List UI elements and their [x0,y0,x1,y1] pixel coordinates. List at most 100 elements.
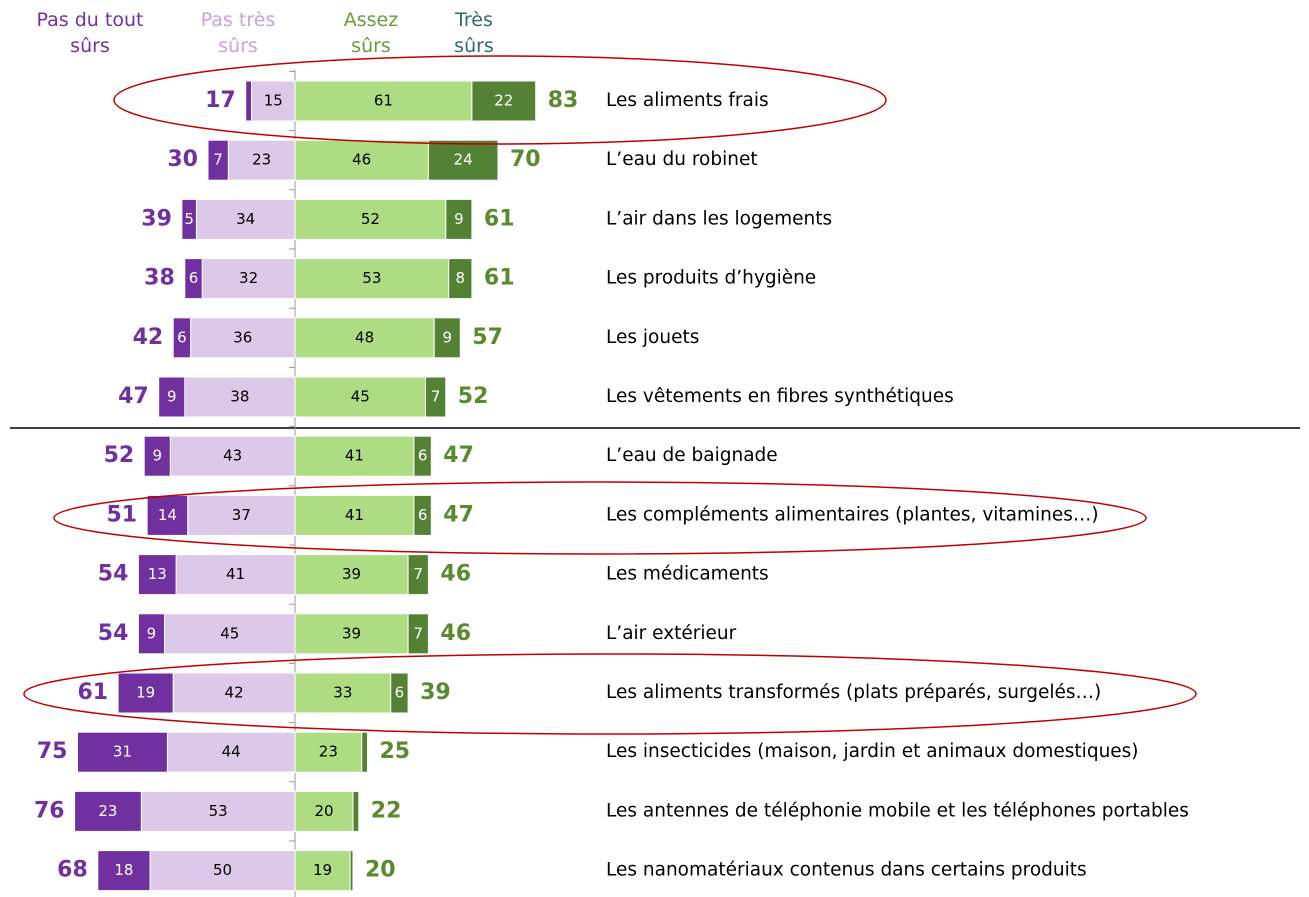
left-total: 38 [144,266,175,291]
right-total: 20 [365,858,396,883]
bar-segment [413,435,432,477]
bar-segment [352,790,360,832]
legend-label: Très sûrs [454,9,494,57]
right-total: 46 [440,621,471,646]
category-label: Les aliments frais [606,90,769,111]
bar-segment [137,554,177,596]
segment-label: 13 [148,565,167,583]
right-total: 47 [443,502,474,527]
bar-segment [294,494,415,536]
bar-segment [245,80,252,122]
bar-segment [251,80,296,122]
segment-label: 39 [342,565,361,583]
right-total: 47 [443,443,474,468]
bar-segment [207,139,229,181]
segment-label: 39 [342,624,361,642]
legend-label: Pas très sûrs [201,9,276,57]
right-total: 39 [420,680,451,705]
right-total: 57 [472,325,503,350]
left-total: 54 [98,562,129,587]
segment-label: 41 [226,565,245,583]
segment-label: 9 [147,624,157,642]
segment-label: 46 [352,151,371,169]
category-label: Les nanomatériaux contenus dans certains… [606,860,1087,881]
segment-label: 7 [413,624,423,642]
segment-label: 36 [233,328,252,346]
bar-segment [187,494,296,536]
segment-label: 6 [418,447,428,465]
left-total: 39 [141,206,172,231]
segment-label: 24 [454,151,473,169]
bar-segment [407,613,429,655]
highlight-ellipse [53,481,1147,555]
category-label: Les vêtements en fibres synthétiques [606,386,954,407]
bar-segment [77,731,168,773]
bar-segment [445,198,473,240]
bar-segment [407,554,429,596]
bars: 15 61 22 17 83 Les aliments frais 23 7 46 24 30 70 L… [34,70,1189,892]
segment-label: 38 [230,388,249,406]
segment-label: 41 [345,506,364,524]
segment-label: 19 [136,684,155,702]
bar-segment [97,850,151,892]
bar-segment [169,435,296,477]
bar-segment [74,790,142,832]
segment-label: 6 [395,684,405,702]
segment-label: 9 [442,328,452,346]
bar-segment [164,613,296,655]
left-total: 54 [98,621,129,646]
left-total: 61 [77,680,108,705]
bar-segment [201,258,296,300]
left-total: 30 [167,147,198,172]
segment-label: 5 [184,210,194,228]
segment-label: 6 [177,328,187,346]
category-label: L’eau du robinet [606,149,758,170]
bar-segment [294,317,435,359]
highlight-ellipse [113,55,887,145]
category-label: Les compléments alimentaires (plantes, v… [606,504,1099,525]
bar-segment [349,850,354,892]
segment-label: 32 [239,269,258,287]
segment-label: 7 [213,151,223,169]
bar-segment [413,494,432,536]
bar-segment [117,672,174,714]
bar-segment [427,139,499,181]
left-total: 52 [104,443,135,468]
category-label: L’air extérieur [606,623,737,644]
bar-segment [294,376,426,418]
segment-label: 9 [167,388,177,406]
category-label: Les médicaments [606,564,769,585]
right-total: 25 [380,739,411,764]
left-total: 17 [205,88,236,113]
bar-segment [294,672,392,714]
bar-segment [137,613,165,655]
category-label: Les jouets [606,327,699,348]
segment-label: 41 [345,447,364,465]
category-label: Les produits d’hygiène [606,268,816,289]
segment-label: 14 [158,506,177,524]
segment-label: 43 [223,447,242,465]
right-total: 61 [484,266,515,291]
segment-label: 53 [362,269,381,287]
segment-label: 33 [333,684,352,702]
right-total: 61 [484,206,515,231]
segment-label: 6 [418,506,428,524]
bar-segment [158,376,186,418]
bar-segment [433,317,461,359]
bar-segment [294,139,429,181]
segment-label: 9 [454,210,464,228]
bar-segment [390,672,409,714]
category-label: Les antennes de téléphonie mobile et les… [606,800,1189,821]
left-total: 76 [34,798,65,823]
segment-label: 7 [413,565,423,583]
segment-label: 50 [213,861,232,879]
legend-label: Pas du tout sûrs [37,9,144,57]
bar-segment [294,731,363,773]
left-total: 75 [37,739,68,764]
bar-segment [425,376,447,418]
bar-segment [294,554,409,596]
bar-segment [361,731,369,773]
segment-label: 19 [313,861,332,879]
